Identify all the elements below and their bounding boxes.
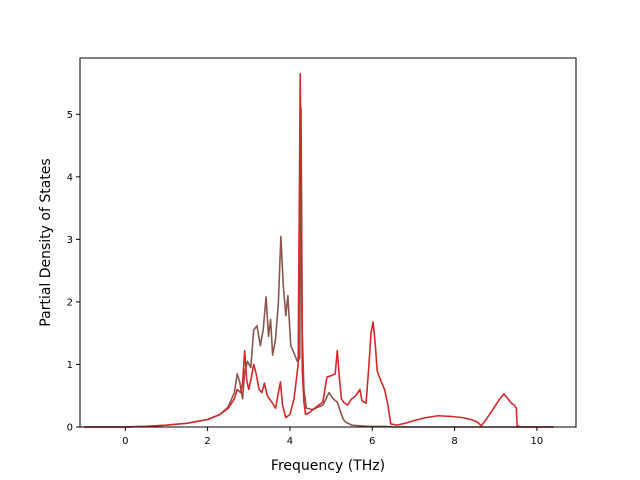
- y-axis-ticks: 0 1 2 3 4 5: [67, 110, 80, 434]
- y-tick-label: 2: [67, 297, 73, 308]
- x-tick-label: 2: [204, 436, 210, 447]
- y-tick-label: 1: [67, 360, 73, 371]
- series-layer: [84, 72, 554, 428]
- y-tick-label: 4: [67, 172, 73, 183]
- y-tick-label: 5: [67, 110, 73, 121]
- x-tick-label: 6: [369, 436, 375, 447]
- x-tick-label: 10: [531, 436, 544, 447]
- x-tick-label: 0: [122, 436, 128, 447]
- y-tick-label: 0: [67, 423, 73, 434]
- y-tick-label: 3: [67, 235, 73, 246]
- x-axis-label: Frequency (THz): [271, 458, 385, 474]
- series-line-0: [84, 107, 554, 428]
- plot-frame: [79, 57, 577, 428]
- x-tick-label: 8: [451, 436, 457, 447]
- y-axis-label: Partial Density of States: [38, 158, 54, 326]
- series-line-1: [84, 72, 554, 428]
- x-tick-label: 4: [287, 436, 293, 447]
- x-axis-ticks: 0 2 4 6 8 10: [122, 427, 543, 447]
